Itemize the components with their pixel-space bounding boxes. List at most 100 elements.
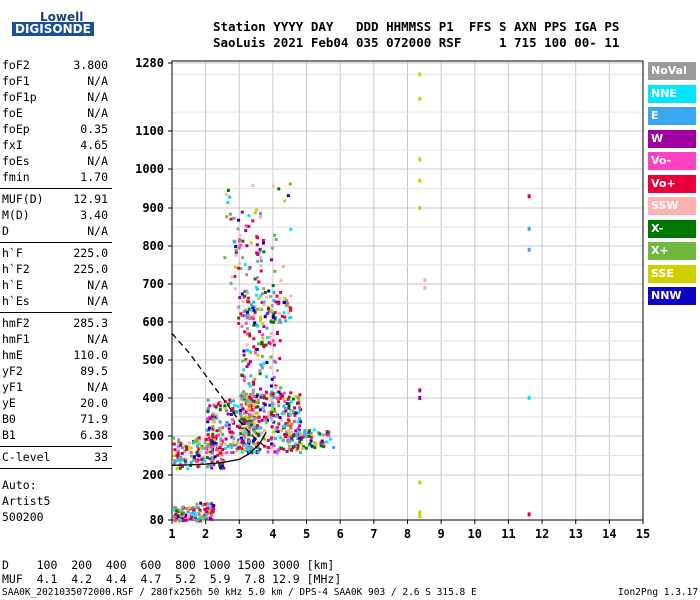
- y-tick-label: 1280: [135, 56, 164, 70]
- param-name: foF1p: [2, 90, 37, 104]
- echo-point: [240, 429, 244, 433]
- param-name: hmE: [2, 348, 23, 362]
- echo-point: [251, 380, 255, 384]
- echo-point: [280, 394, 284, 398]
- param-value: 4.65: [80, 138, 108, 152]
- echo-point: [242, 448, 246, 452]
- echo-point: [243, 411, 247, 415]
- echo-point: [275, 369, 279, 373]
- echo-point: [228, 195, 232, 199]
- echo-point: [287, 444, 291, 448]
- echo-point: [215, 446, 219, 450]
- echo-point: [175, 454, 179, 458]
- echo-point: [242, 433, 246, 437]
- echo-point: [288, 421, 292, 425]
- echo-point: [218, 463, 222, 467]
- echo-point: [253, 351, 257, 355]
- echo-point: [193, 516, 197, 520]
- muf-table-muf-row: MUF 4.1 4.2 4.4 4.7 5.2 5.9 7.8 12.9 [MH…: [2, 572, 342, 586]
- echo-point: [269, 416, 273, 420]
- echo-point: [289, 425, 293, 429]
- echo-point: [186, 514, 190, 518]
- echo-point: [241, 239, 245, 243]
- echo-point: [307, 430, 311, 434]
- echo-point: [235, 441, 239, 445]
- echo-point: [195, 460, 199, 464]
- param-row-he: h`E N/A: [2, 278, 108, 294]
- echo-point: [174, 506, 178, 510]
- echo-point: [252, 422, 256, 426]
- echo-point: [204, 437, 208, 441]
- echo-point: [231, 440, 235, 444]
- y-tick-label: 200: [142, 468, 164, 482]
- echo-point: [256, 400, 260, 404]
- echo-point: [238, 426, 242, 430]
- echo-point: [250, 433, 254, 437]
- echo-point: [274, 427, 278, 431]
- echo-point: [229, 451, 233, 455]
- echo-point: [285, 450, 289, 454]
- echo-point: [253, 211, 257, 215]
- x-tick-label: 13: [568, 527, 582, 541]
- echo-point: [266, 419, 270, 423]
- echo-point: [228, 212, 232, 216]
- param-value: 89.5: [80, 364, 108, 378]
- echo-point: [211, 412, 215, 416]
- echo-point: [244, 409, 248, 413]
- echo-point: [288, 182, 292, 186]
- echo-point: [210, 464, 214, 468]
- echo-point: [290, 447, 294, 451]
- echo-point: [297, 396, 301, 400]
- echo-point: [193, 439, 197, 443]
- echo-point: [245, 327, 249, 331]
- echo-point: [271, 394, 275, 398]
- echo-point: [254, 285, 258, 289]
- echo-point: [211, 427, 215, 431]
- x-tick-label: 11: [501, 527, 515, 541]
- echo-point: [211, 414, 215, 418]
- echo-point: [259, 318, 263, 322]
- echo-point: [259, 315, 263, 319]
- param-value: N/A: [87, 106, 108, 120]
- echo-point: [224, 424, 228, 428]
- param-value: 225.0: [73, 246, 108, 260]
- echo-point: [257, 419, 261, 423]
- echo-point: [270, 304, 274, 308]
- echo-point: [260, 406, 264, 410]
- echo-point: [253, 425, 257, 429]
- echo-point: [259, 294, 263, 298]
- param-row-md: M(D) 3.40: [2, 208, 108, 224]
- y-tick-label: 400: [142, 391, 164, 405]
- echo-point: [320, 439, 324, 443]
- param-separator: [0, 188, 112, 189]
- echo-point: [190, 512, 194, 516]
- echo-point: [298, 393, 302, 397]
- param-value: 110.0: [73, 348, 108, 362]
- echo-point: [269, 258, 273, 262]
- echo-point: [287, 311, 291, 315]
- echo-point: [212, 463, 216, 467]
- echo-point: [274, 415, 278, 419]
- echo-point: [269, 331, 273, 335]
- echo-point: [277, 422, 281, 426]
- echo-point: [276, 448, 280, 452]
- echo-point: [256, 342, 260, 346]
- echo-point: [277, 400, 281, 404]
- echo-point: [273, 233, 277, 237]
- echo-point: [245, 443, 249, 447]
- y-tick-label: 700: [142, 277, 164, 291]
- echo-point: [172, 514, 176, 518]
- param-value: N/A: [87, 278, 108, 292]
- echo-point: [262, 250, 266, 254]
- echo-point: [248, 402, 252, 406]
- echo-point: [284, 435, 288, 439]
- echo-point: [258, 408, 262, 412]
- echo-point: [199, 446, 203, 450]
- echo-point: [192, 510, 196, 514]
- echo-point: [237, 266, 241, 270]
- echo-point: [185, 445, 189, 449]
- echo-point: [192, 455, 196, 459]
- echo-point: [213, 455, 217, 459]
- echo-point: [250, 303, 254, 307]
- echo-point: [255, 307, 259, 311]
